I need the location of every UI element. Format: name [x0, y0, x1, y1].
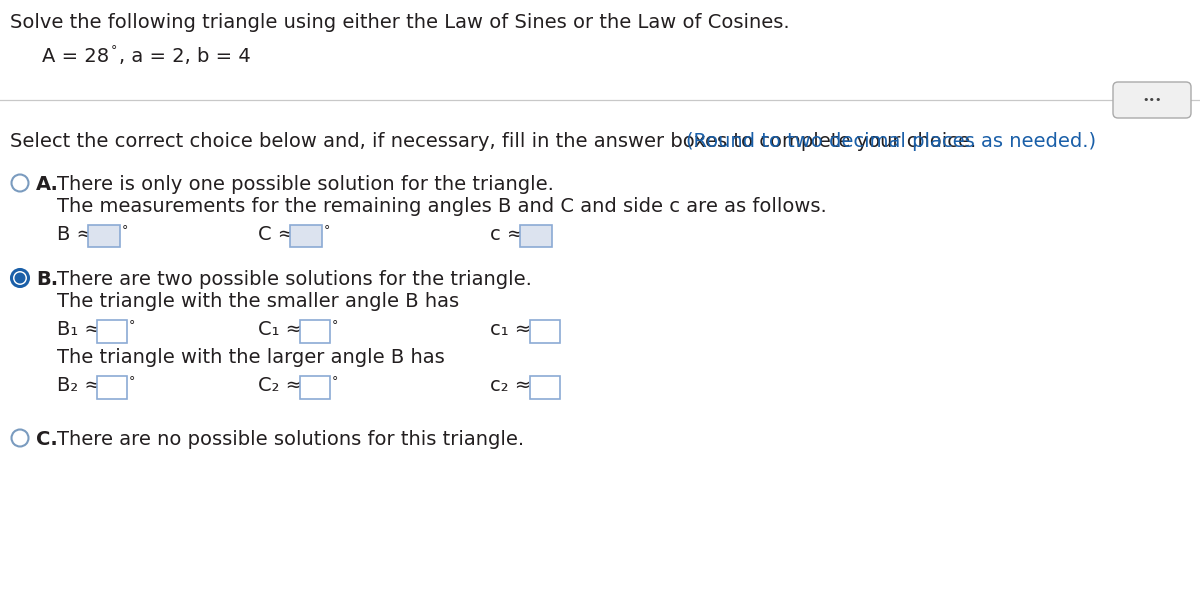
Text: , a = 2, b = 4: , a = 2, b = 4: [119, 47, 251, 66]
FancyBboxPatch shape: [97, 376, 127, 398]
Text: (Round to two decimal places as needed.): (Round to two decimal places as needed.): [686, 132, 1096, 151]
FancyBboxPatch shape: [520, 225, 552, 247]
Text: c₂ ≈: c₂ ≈: [490, 376, 532, 395]
FancyBboxPatch shape: [300, 376, 330, 398]
Text: c₁ ≈: c₁ ≈: [490, 320, 532, 339]
Text: There is only one possible solution for the triangle.: There is only one possible solution for …: [58, 175, 554, 194]
Circle shape: [12, 174, 29, 192]
Text: c ≈: c ≈: [490, 225, 523, 244]
Text: B ≈: B ≈: [58, 225, 94, 244]
Text: A = 28: A = 28: [42, 47, 109, 66]
Text: °: °: [324, 224, 330, 237]
Text: °: °: [332, 319, 338, 332]
FancyBboxPatch shape: [530, 376, 560, 398]
Text: •••: •••: [1142, 95, 1162, 105]
Circle shape: [12, 270, 29, 287]
Text: B.: B.: [36, 270, 58, 289]
FancyBboxPatch shape: [300, 319, 330, 343]
Text: C₂ ≈: C₂ ≈: [258, 376, 302, 395]
FancyBboxPatch shape: [290, 225, 322, 247]
Circle shape: [12, 430, 29, 446]
Text: There are two possible solutions for the triangle.: There are two possible solutions for the…: [58, 270, 532, 289]
Text: The triangle with the smaller angle B has: The triangle with the smaller angle B ha…: [58, 292, 460, 311]
Text: B₂ ≈: B₂ ≈: [58, 376, 101, 395]
FancyBboxPatch shape: [1114, 82, 1190, 118]
Text: B₁ ≈: B₁ ≈: [58, 320, 101, 339]
Text: Select the correct choice below and, if necessary, fill in the answer boxes to c: Select the correct choice below and, if …: [10, 132, 983, 151]
Text: C₁ ≈: C₁ ≈: [258, 320, 302, 339]
Text: °: °: [122, 224, 128, 237]
Text: A.: A.: [36, 175, 59, 194]
Text: Solve the following triangle using either the Law of Sines or the Law of Cosines: Solve the following triangle using eithe…: [10, 13, 790, 32]
FancyBboxPatch shape: [97, 319, 127, 343]
Text: °: °: [130, 375, 136, 388]
FancyBboxPatch shape: [88, 225, 120, 247]
Text: The triangle with the larger angle B has: The triangle with the larger angle B has: [58, 348, 445, 367]
Text: °: °: [112, 44, 118, 57]
Circle shape: [16, 273, 25, 283]
FancyBboxPatch shape: [530, 319, 560, 343]
Text: C ≈: C ≈: [258, 225, 294, 244]
Text: °: °: [332, 375, 338, 388]
Text: °: °: [130, 319, 136, 332]
Text: C.: C.: [36, 430, 58, 449]
Text: There are no possible solutions for this triangle.: There are no possible solutions for this…: [58, 430, 524, 449]
Text: The measurements for the remaining angles B and C and side c are as follows.: The measurements for the remaining angle…: [58, 197, 827, 216]
